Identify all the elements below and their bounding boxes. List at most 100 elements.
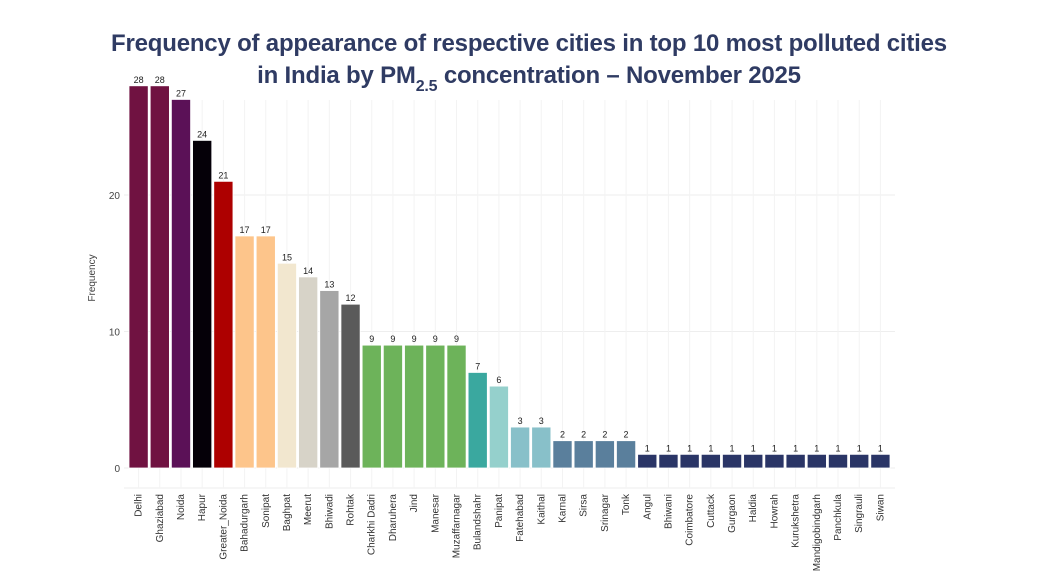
bar — [404, 344, 425, 469]
title-line-2-pre: in India by PM — [257, 62, 416, 89]
bar-value-label: 3 — [539, 416, 544, 426]
bar — [234, 235, 255, 469]
bar — [128, 85, 149, 469]
bar — [467, 372, 488, 469]
bar-value-label: 3 — [518, 416, 523, 426]
x-tick-label: Sonipat — [261, 494, 272, 528]
bar — [255, 235, 276, 469]
y-tick-label: 20 — [109, 191, 121, 202]
y-tick-label: 0 — [114, 464, 120, 475]
x-tick-label: Hapur — [197, 493, 208, 521]
x-tick-label: Kurukshetra — [791, 494, 802, 548]
bar-value-label: 2 — [624, 430, 629, 440]
bar-value-label: 28 — [134, 75, 144, 85]
title-line-2: in India by PM2.5 concentration – Novemb… — [0, 60, 1058, 95]
bar — [722, 453, 743, 469]
bar — [192, 139, 213, 469]
bar — [382, 344, 403, 469]
bar — [319, 290, 340, 469]
x-tick-label: Ghaziabad — [155, 494, 166, 542]
bar — [658, 453, 679, 469]
x-tick-label: Bahadurgarh — [240, 494, 251, 552]
bar-value-label: 9 — [433, 334, 438, 344]
bar — [510, 426, 531, 469]
bar-value-label: 17 — [240, 225, 250, 235]
bar — [679, 453, 700, 469]
bar-value-label: 1 — [751, 443, 756, 453]
title-subscript: 2.5 — [415, 78, 438, 95]
bar-value-label: 9 — [390, 334, 395, 344]
x-tick-label: Angul — [642, 494, 653, 520]
x-tick-label: Rohtak — [346, 493, 357, 526]
bar — [594, 440, 615, 469]
x-tick-label: Kaithal — [536, 494, 547, 525]
bar — [361, 344, 382, 469]
x-tick-label: Bhiwani — [663, 494, 674, 529]
x-tick-label: Baghpat — [282, 494, 293, 531]
bar-value-label: 1 — [814, 443, 819, 453]
bar — [340, 303, 361, 469]
x-tick-label: Tonk — [621, 493, 632, 515]
x-tick-label: Haldia — [748, 494, 759, 523]
bar-value-label: 2 — [602, 430, 607, 440]
bar — [170, 99, 191, 469]
bar — [806, 453, 827, 469]
x-tick-label: Meerut — [303, 494, 314, 525]
x-tick-label: Delhi — [134, 494, 145, 517]
bar-value-label: 21 — [218, 170, 228, 180]
chart-title: Frequency of appearance of respective ci… — [0, 28, 1058, 95]
bar — [870, 453, 891, 469]
x-tick-label: Sirsa — [579, 494, 590, 517]
bar-value-label: 1 — [836, 443, 841, 453]
bar-value-label: 2 — [581, 430, 586, 440]
bar — [531, 426, 552, 469]
bar — [828, 453, 849, 469]
bar-value-label: 2 — [560, 430, 565, 440]
x-tick-label: Muzaffarnagar — [452, 493, 463, 558]
bar-value-label: 12 — [346, 293, 356, 303]
x-tick-label: Siwan — [875, 494, 886, 521]
x-tick-label: Singrauli — [854, 494, 865, 533]
bar — [849, 453, 870, 469]
x-tick-label: Greater_Noida — [218, 494, 229, 560]
bar-value-label: 15 — [282, 252, 292, 262]
bar — [425, 344, 446, 469]
x-tick-label: Mandigobindgarh — [812, 494, 823, 571]
bar — [637, 453, 658, 469]
bar-value-label: 1 — [772, 443, 777, 453]
bar-value-label: 9 — [454, 334, 459, 344]
title-line-2-post: concentration – November 2025 — [437, 62, 801, 89]
title-line-1: Frequency of appearance of respective ci… — [111, 30, 947, 57]
x-tick-label: Karnal — [557, 494, 568, 523]
x-tick-label: Panipat — [494, 494, 505, 528]
x-tick-label: Howrah — [769, 494, 780, 528]
bar-value-label: 9 — [369, 334, 374, 344]
bar-value-label: 14 — [303, 266, 313, 276]
bar-value-label: 1 — [730, 443, 735, 453]
x-tick-label: Jind — [409, 494, 420, 512]
bar-value-label: 17 — [261, 225, 271, 235]
x-tick-label: Gurgaon — [727, 494, 738, 533]
bar — [213, 180, 234, 469]
bar-value-label: 24 — [197, 129, 207, 139]
bar-value-label: 6 — [496, 375, 501, 385]
bar-value-label: 28 — [155, 75, 165, 85]
x-tick-label: Coimbatore — [685, 494, 696, 546]
bar-value-label: 1 — [645, 443, 650, 453]
bar-value-label: 1 — [878, 443, 883, 453]
bar-value-label: 7 — [475, 361, 480, 371]
x-tick-label: Dharuhera — [388, 494, 399, 542]
bar — [616, 440, 637, 469]
bar — [552, 440, 573, 469]
x-tick-label: Cuttack — [706, 493, 717, 528]
bar — [764, 453, 785, 469]
bar — [149, 85, 170, 469]
bar-value-label: 13 — [324, 280, 334, 290]
x-tick-label: Noida — [176, 494, 187, 521]
bar — [785, 453, 806, 469]
bar-value-label: 9 — [412, 334, 417, 344]
x-tick-label: Srinagar — [600, 493, 611, 531]
bar — [298, 276, 319, 469]
bar — [743, 453, 764, 469]
